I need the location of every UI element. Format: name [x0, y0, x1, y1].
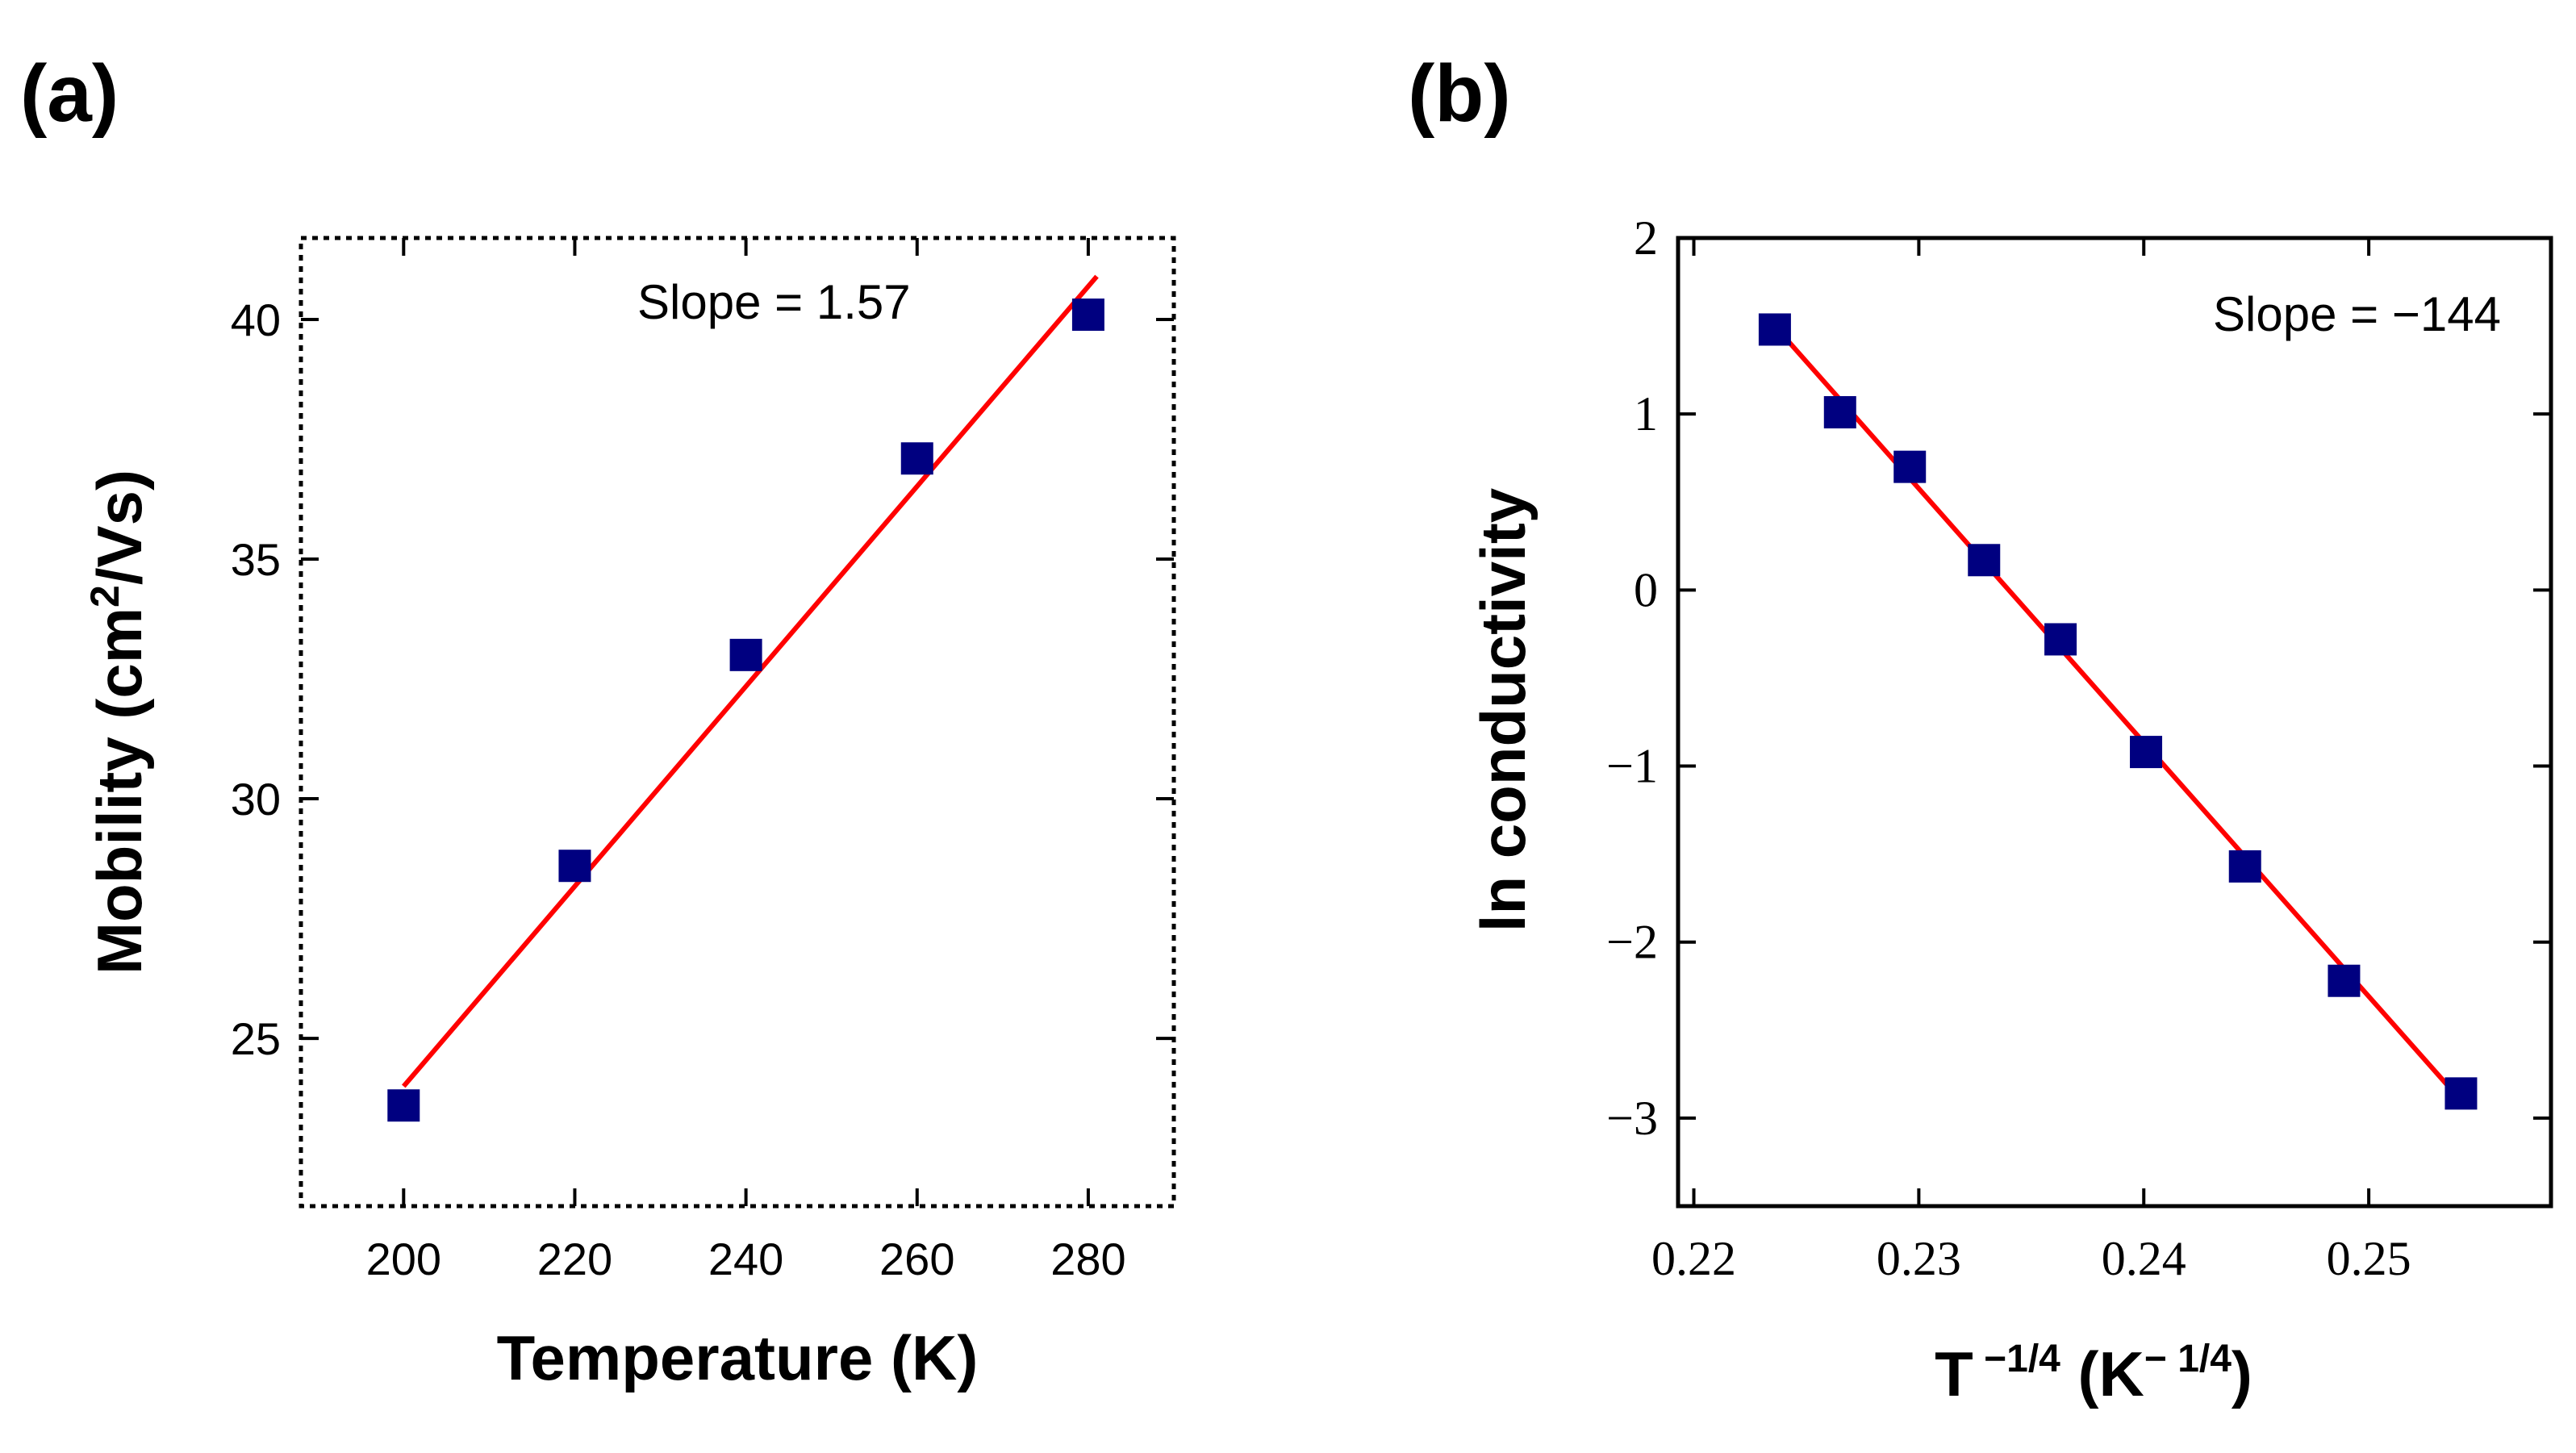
- data-point: [387, 1089, 420, 1122]
- data-point: [2228, 850, 2261, 883]
- data-point: [558, 850, 591, 883]
- panel-label-a: (a): [20, 48, 119, 139]
- panel-a-y-title-main: Mobility (cm: [84, 608, 155, 975]
- x-tick-label: 240: [708, 1234, 783, 1284]
- data-point: [2044, 623, 2077, 656]
- panel-a: (a) 200 220 240 260 280 25 30 35 40 Slope = 1.5…: [20, 48, 1176, 1393]
- panel-a-y-title-sup: 2: [82, 585, 127, 608]
- x-tick-label: 200: [366, 1234, 441, 1284]
- data-point: [1893, 450, 1927, 483]
- y-tick-label: 0: [1634, 563, 1658, 616]
- y-tick-label: 30: [231, 774, 281, 825]
- data-point: [1071, 299, 1104, 332]
- panel-b: (b) 0.22 0.23 0.24 0.25 2 1 0 −1 −2 −3 Slope = −…: [1408, 48, 2553, 1409]
- panel-label-b: (b): [1408, 48, 1511, 139]
- y-tick-label: −1: [1606, 740, 1658, 793]
- data-point: [729, 638, 762, 671]
- panel-a-slope-annotation: Slope = 1.57: [637, 275, 911, 329]
- x-tick-label: 0.24: [2102, 1232, 2186, 1285]
- data-point: [1823, 396, 1856, 428]
- panel-b-y-axis-title: ln conductivity: [1468, 488, 1539, 932]
- data-point: [2328, 964, 2361, 997]
- panel-b-slope-annotation: Slope = −144: [2213, 287, 2501, 341]
- panel-b-x-title-t: T: [1935, 1338, 1973, 1409]
- panel-b-x-tick-labels: 0.22 0.23 0.24 0.25: [1651, 1232, 2411, 1285]
- data-point: [1758, 313, 1791, 346]
- y-tick-label: 40: [231, 294, 281, 345]
- data-point: [900, 442, 933, 475]
- panel-b-x-axis-title: T −1/4 (K− 1/4): [1935, 1338, 2252, 1409]
- panel-a-x-tick-labels: 200 220 240 260 280: [366, 1234, 1126, 1284]
- panel-a-fit-line: [402, 274, 1099, 1088]
- x-tick-label: 0.22: [1651, 1232, 1736, 1285]
- panel-b-ticks: [1678, 236, 2551, 1206]
- x-tick-label: 0.23: [1877, 1232, 1961, 1285]
- panel-b-x-title-sup1: −1/4: [1973, 1338, 2060, 1380]
- panel-b-x-title-sup2: − 1/4: [2144, 1338, 2232, 1380]
- y-tick-label: −3: [1606, 1092, 1658, 1145]
- y-tick-label: 2: [1634, 211, 1658, 265]
- data-point: [2444, 1077, 2478, 1110]
- y-tick-label: 35: [231, 534, 281, 585]
- y-tick-label: 25: [231, 1013, 281, 1064]
- panel-b-x-title-mid: (K: [2060, 1338, 2144, 1409]
- panel-b-frame: [1676, 236, 2553, 1209]
- x-tick-label: 0.25: [2327, 1232, 2411, 1285]
- y-tick-label: 1: [1634, 387, 1658, 440]
- panel-b-x-title-end: ): [2232, 1338, 2252, 1409]
- x-tick-label: 280: [1050, 1234, 1125, 1284]
- data-point: [2130, 736, 2163, 769]
- panel-a-y-tick-labels: 25 30 35 40: [231, 294, 281, 1064]
- panel-a-x-axis-title: Temperature (K): [497, 1322, 979, 1393]
- y-tick-label: −2: [1606, 916, 1658, 969]
- panel-a-frame: [299, 236, 1176, 1209]
- data-point: [1968, 544, 2001, 577]
- x-tick-label: 220: [537, 1234, 612, 1284]
- panel-b-points: [1758, 313, 2478, 1110]
- x-tick-label: 260: [879, 1234, 954, 1284]
- panel-a-y-title-end: /Vs): [84, 470, 155, 585]
- panel-a-points: [387, 299, 1104, 1122]
- panel-a-y-axis-title: Mobility (cm2/Vs): [82, 470, 155, 975]
- panel-a-ticks: [301, 238, 1174, 1206]
- panel-b-y-tick-labels: 2 1 0 −1 −2 −3: [1606, 211, 1658, 1145]
